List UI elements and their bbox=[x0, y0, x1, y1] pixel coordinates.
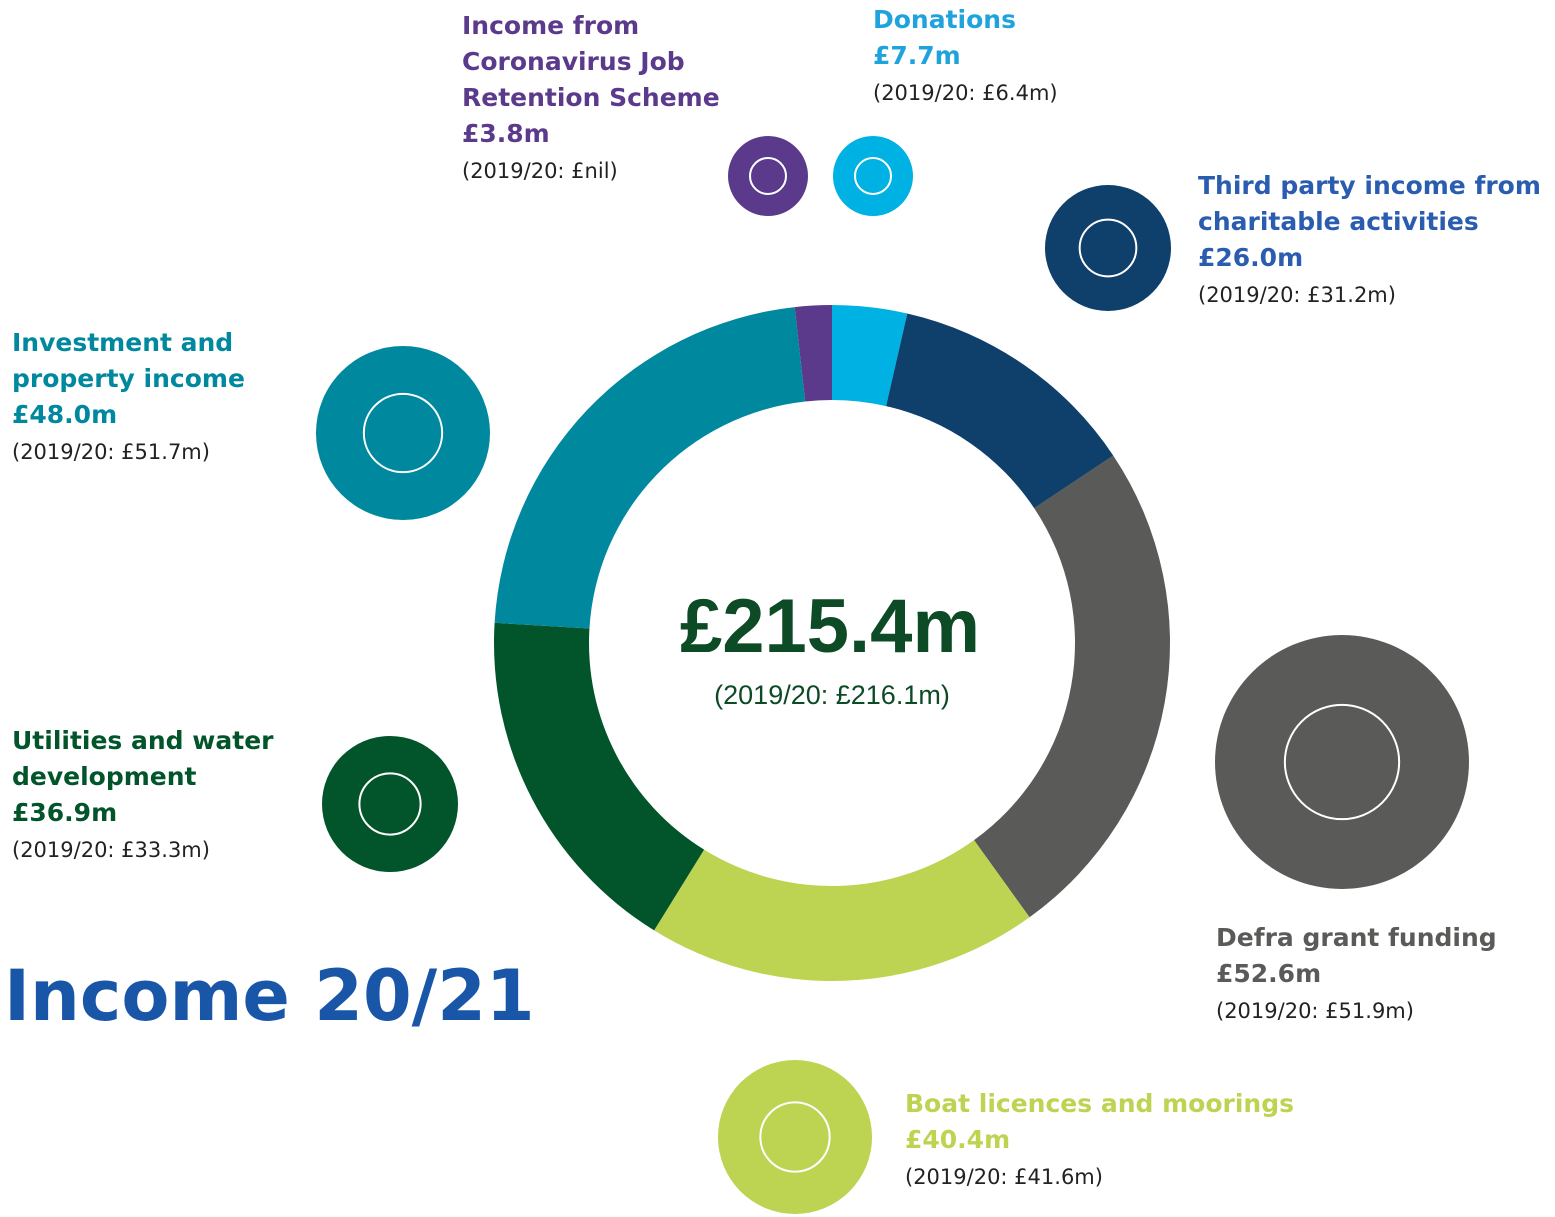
slice-name: Income from Coronavirus Job Retention Sc… bbox=[462, 11, 720, 112]
icon-badge bbox=[833, 136, 913, 216]
icon-badge bbox=[718, 1060, 872, 1214]
slice-prior: (2019/20: £31.2m) bbox=[1198, 283, 1396, 307]
slice-label: Investment and property income £48.0m (201… bbox=[12, 325, 277, 471]
donut-segment bbox=[654, 840, 1030, 981]
slice-value: £7.7m bbox=[873, 41, 961, 70]
slice-value: £36.9m bbox=[12, 798, 118, 827]
slice-name: Defra grant funding bbox=[1216, 923, 1497, 952]
donut-segment bbox=[832, 305, 908, 407]
slice-prior: (2019/20: £51.9m) bbox=[1216, 999, 1414, 1023]
slice-value: £40.4m bbox=[905, 1125, 1011, 1154]
slice-label: Boat licences and moorings £40.4m (2019/20… bbox=[905, 1086, 1335, 1196]
icon-glyph bbox=[854, 157, 892, 195]
center-total: £215.4m bbox=[680, 584, 980, 669]
slice-label: Income from Coronavirus Job Retention Sc… bbox=[462, 8, 742, 190]
slice-prior: (2019/20: £33.3m) bbox=[12, 838, 210, 862]
slice-label: Donations £7.7m (2019/20: £6.4m) bbox=[873, 2, 1133, 112]
icon-glyph bbox=[358, 772, 422, 836]
icon-badge bbox=[316, 346, 490, 520]
slice-prior: (2019/20: £51.7m) bbox=[12, 440, 210, 464]
icon-glyph bbox=[1283, 703, 1401, 821]
donut-segment bbox=[974, 455, 1170, 918]
slice-value: £52.6m bbox=[1216, 959, 1322, 988]
slice-name: Third party income from charitable activ… bbox=[1198, 171, 1541, 236]
donut-segment bbox=[493, 622, 705, 931]
slice-value: £26.0m bbox=[1198, 243, 1304, 272]
slice-label: Utilities and water development £36.9m (20… bbox=[12, 723, 287, 869]
icon-glyph bbox=[759, 1101, 831, 1173]
slice-label: Defra grant funding £52.6m (2019/20: £51.9… bbox=[1216, 920, 1536, 1030]
icon-glyph bbox=[1078, 218, 1138, 278]
slice-prior: (2019/20: £nil) bbox=[462, 159, 618, 183]
slice-name: Utilities and water development bbox=[12, 726, 274, 791]
page-title: Income 20/21 bbox=[4, 955, 535, 1037]
donut-segment bbox=[494, 307, 806, 629]
icon-glyph bbox=[749, 157, 787, 195]
icon-badge bbox=[728, 136, 808, 216]
donut-segment bbox=[794, 305, 832, 402]
slice-name: Boat licences and moorings bbox=[905, 1089, 1294, 1118]
icon-badge bbox=[322, 736, 458, 872]
slice-name: Investment and property income bbox=[12, 328, 245, 393]
slice-name: Donations bbox=[873, 5, 1016, 34]
slice-prior: (2019/20: £41.6m) bbox=[905, 1165, 1103, 1189]
center-subtotal: (2019/20: £216.1m) bbox=[714, 680, 950, 710]
slice-prior: (2019/20: £6.4m) bbox=[873, 81, 1058, 105]
slice-value: £48.0m bbox=[12, 400, 118, 429]
slice-label: Third party income from charitable activ… bbox=[1198, 168, 1548, 314]
donut-segment bbox=[886, 313, 1114, 509]
icon-glyph bbox=[362, 392, 444, 474]
icon-badge bbox=[1215, 635, 1469, 889]
icon-badge bbox=[1045, 185, 1171, 311]
slice-value: £3.8m bbox=[462, 119, 550, 148]
